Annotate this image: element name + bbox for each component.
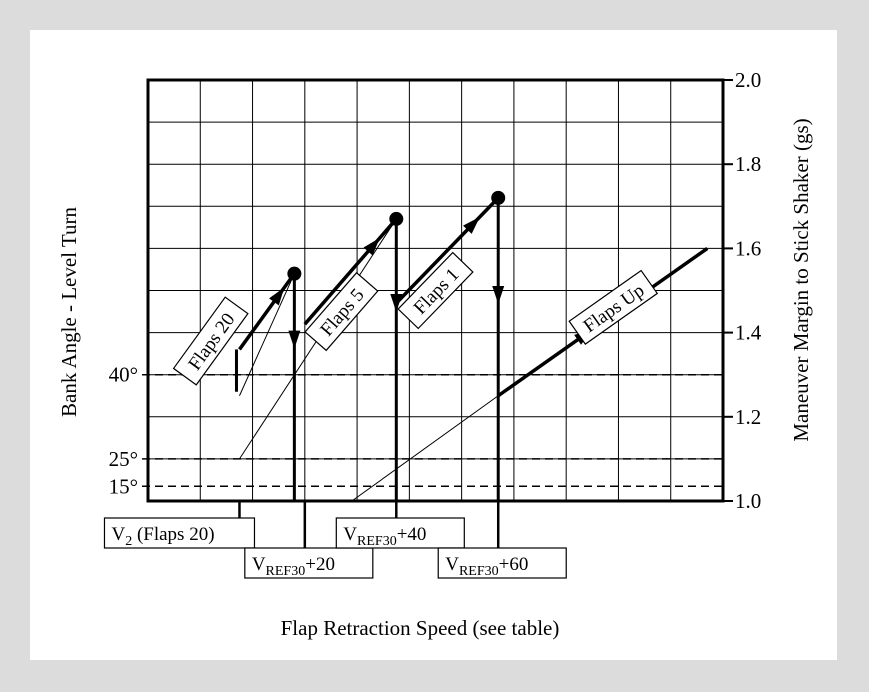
series-line (395, 196, 500, 305)
series-endpoint (491, 190, 506, 205)
series-arrow (463, 216, 480, 234)
speed-label-text: V2 (Flaps 20) (111, 524, 214, 549)
speed-label-box: VREF30+20 (244, 547, 374, 579)
right-axis-ticks: 1.0 1.2 1.4 1.6 1.8 2.0 (723, 68, 762, 513)
speed-label-box: V2 (Flaps 20) (103, 517, 256, 549)
right-tick-label: 1.2 (735, 405, 761, 429)
bank-angle-label: 15° (109, 474, 138, 498)
series-line (238, 272, 296, 351)
left-axis-title: Bank Angle - Level Turn (57, 207, 81, 417)
bank-angle-label: 40° (109, 363, 138, 387)
speed-label-text: VREF30+40 (343, 524, 426, 549)
speed-label-box: VREF30+60 (437, 547, 567, 579)
series-arrow (269, 287, 285, 306)
speed-label-border (335, 517, 465, 549)
series-line (303, 217, 398, 326)
x-axis-title: Flap Retraction Speed (see table) (281, 616, 560, 640)
speed-labels: V2 (Flaps 20) VREF30+20 VREF30+40 VREF30+60 (103, 517, 567, 579)
right-tick-label: 1.4 (735, 321, 762, 345)
reference-line (351, 395, 499, 502)
chart-panel: 1.0 1.2 1.4 1.6 1.8 2.0 40° 25° 15° Flaps 20 Fla… (30, 30, 837, 660)
bank-angle-labels: 40° 25° 15° (109, 363, 138, 499)
speed-label-text: VREF30+60 (445, 554, 528, 579)
flap-label-border (568, 269, 659, 345)
right-axis-title: Maneuver Margin to Stick Shaker (gs) (789, 118, 813, 441)
bank-angle-lines (142, 373, 723, 488)
series-endpoint (287, 266, 302, 281)
chart-svg: 1.0 1.2 1.4 1.6 1.8 2.0 40° 25° 15° Flaps 20 Fla… (57, 68, 813, 640)
right-tick-label: 1.8 (735, 152, 761, 176)
flap-label-border (304, 271, 379, 352)
speed-label-box: VREF30+40 (335, 517, 465, 549)
speed-label-border (103, 517, 256, 549)
speed-label-border (437, 547, 567, 579)
flap-labels: Flaps 20 Flaps 5 Flaps 1 Flaps Up (172, 251, 659, 386)
series-arrow (363, 237, 380, 256)
right-tick-label: 1.6 (735, 236, 761, 260)
bank-angle-label: 25° (109, 447, 138, 471)
drop-arrow (288, 330, 301, 349)
plot-frame (146, 78, 725, 503)
flap-label-border (397, 251, 474, 330)
series-lines (234, 190, 709, 548)
right-tick-label: 2.0 (735, 68, 761, 92)
flap-label-border (172, 296, 249, 386)
right-tick-label: 1.0 (735, 489, 761, 513)
drop-arrow (492, 285, 505, 304)
reference-line (239, 273, 295, 396)
speed-label-text: VREF30+20 (252, 554, 335, 579)
series-endpoint (389, 211, 404, 226)
speed-label-border (244, 547, 374, 579)
